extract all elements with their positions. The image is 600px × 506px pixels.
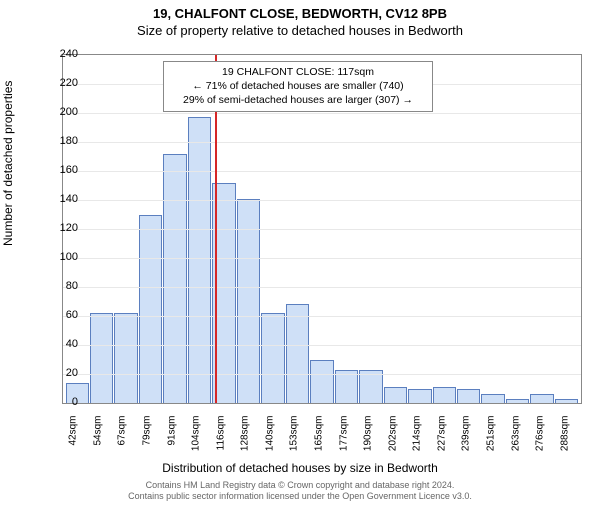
histogram-bar	[384, 387, 407, 403]
x-tick-label: 54sqm	[92, 416, 103, 466]
x-tick-label: 263sqm	[510, 416, 521, 466]
x-tick-label: 288sqm	[559, 416, 570, 466]
gridline	[63, 142, 581, 143]
x-tick-label: 239sqm	[461, 416, 472, 466]
y-tick-label: 60	[42, 309, 78, 321]
y-tick-label: 80	[42, 280, 78, 292]
histogram-bar	[530, 394, 553, 403]
x-tick-label: 153sqm	[289, 416, 300, 466]
y-tick-label: 0	[42, 396, 78, 408]
histogram-bar	[310, 360, 333, 404]
histogram-bar	[286, 304, 309, 403]
x-tick-label: 165sqm	[314, 416, 325, 466]
x-tick-label: 140sqm	[264, 416, 275, 466]
histogram-bar	[457, 389, 480, 404]
annotation-line-1: 19 CHALFONT CLOSE: 117sqm	[168, 65, 428, 79]
gridline	[63, 229, 581, 230]
x-tick-label: 227sqm	[436, 416, 447, 466]
y-axis-label: Number of detached properties	[1, 81, 15, 246]
histogram-bar	[481, 394, 504, 403]
x-tick-label: 104sqm	[191, 416, 202, 466]
y-tick-label: 140	[42, 193, 78, 205]
x-tick-label: 79sqm	[142, 416, 153, 466]
histogram-bar	[90, 313, 113, 403]
x-tick-label: 91sqm	[166, 416, 177, 466]
annotation-line-2: ← 71% of detached houses are smaller (74…	[168, 79, 428, 93]
annotation-line-3: 29% of semi-detached houses are larger (…	[168, 93, 428, 107]
annotation-box: 19 CHALFONT CLOSE: 117sqm ← 71% of detac…	[163, 61, 433, 112]
x-tick-label: 251sqm	[486, 416, 497, 466]
y-tick-label: 200	[42, 106, 78, 118]
histogram-bar	[188, 117, 211, 403]
histogram-bar	[555, 399, 578, 403]
histogram-bar	[163, 154, 186, 403]
y-tick-label: 120	[42, 222, 78, 234]
footer-line-2: Contains public sector information licen…	[0, 491, 600, 502]
chart-title-sub: Size of property relative to detached ho…	[0, 23, 600, 38]
x-tick-label: 177sqm	[338, 416, 349, 466]
x-tick-label: 128sqm	[240, 416, 251, 466]
y-tick-label: 40	[42, 338, 78, 350]
footer-line-1: Contains HM Land Registry data © Crown c…	[0, 480, 600, 491]
gridline	[63, 113, 581, 114]
footer-attribution: Contains HM Land Registry data © Crown c…	[0, 480, 600, 502]
x-tick-label: 190sqm	[363, 416, 374, 466]
x-tick-label: 67sqm	[117, 416, 128, 466]
y-tick-label: 180	[42, 135, 78, 147]
x-tick-label: 116sqm	[215, 416, 226, 466]
gridline	[63, 171, 581, 172]
gridline	[63, 316, 581, 317]
histogram-bar	[433, 387, 456, 403]
x-tick-label: 42sqm	[68, 416, 79, 466]
y-tick-label: 20	[42, 367, 78, 379]
y-tick-label: 240	[42, 48, 78, 60]
gridline	[63, 374, 581, 375]
gridline	[63, 345, 581, 346]
plot-region: 19 CHALFONT CLOSE: 117sqm ← 71% of detac…	[62, 54, 582, 404]
chart-area: Number of detached properties 19 CHALFON…	[0, 46, 600, 466]
x-tick-label: 202sqm	[387, 416, 398, 466]
x-tick-label: 276sqm	[535, 416, 546, 466]
histogram-bar	[506, 399, 529, 403]
gridline	[63, 200, 581, 201]
x-tick-label: 214sqm	[412, 416, 423, 466]
gridline	[63, 287, 581, 288]
histogram-bar	[261, 313, 284, 403]
y-tick-label: 160	[42, 164, 78, 176]
histogram-bar	[408, 389, 431, 404]
chart-title-main: 19, CHALFONT CLOSE, BEDWORTH, CV12 8PB	[0, 6, 600, 21]
gridline	[63, 258, 581, 259]
histogram-bar	[114, 313, 137, 403]
y-tick-label: 100	[42, 251, 78, 263]
y-tick-label: 220	[42, 77, 78, 89]
